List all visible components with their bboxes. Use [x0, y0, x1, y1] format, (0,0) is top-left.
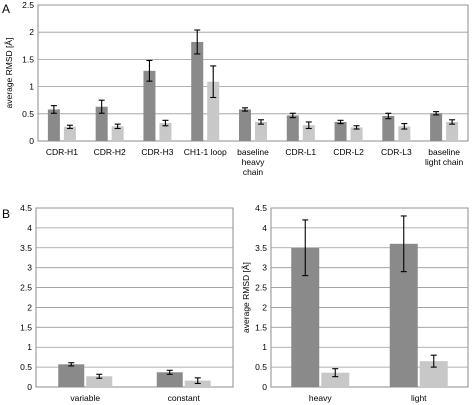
chart-b-right-ytick-label: 2.5 — [255, 283, 267, 293]
chart-a-bar — [430, 113, 443, 141]
chart-b-left-ytick-label: 2 — [27, 302, 32, 312]
chart-a-category-label: CDR-H2 — [94, 147, 126, 157]
chart-b-right-ytick-label: 2 — [262, 302, 267, 312]
chart-b-left-category-label: constant — [168, 393, 201, 403]
chart-a-ytick-label: 0.5 — [22, 109, 34, 119]
chart-b-right-ytick-label: 4 — [262, 223, 267, 233]
chart-b-right-ytick-label: 4.5 — [255, 203, 267, 213]
chart-a-category-label: CDR-L3 — [381, 147, 412, 157]
chart-a-ytick-label: 2.5 — [22, 0, 34, 10]
chart-a-bar — [255, 121, 267, 141]
chart-b-right: 0 0.5 1 1.5 2 2.5 3 3.5 4 4.5 average RMSD [Å] heav… — [241, 203, 469, 403]
chart-b-right-ytick-label: 1.5 — [255, 322, 267, 332]
chart-b-right-ytick-label: 1 — [262, 342, 267, 352]
chart-a-ytick-label: 0 — [29, 136, 34, 146]
chart-a-category-label: heavy — [242, 157, 265, 167]
chart-b-right-category-label: heavy — [309, 393, 332, 403]
chart-a-bar — [159, 123, 172, 141]
chart-a-ylabel: average RMSD [Å] — [4, 38, 14, 109]
chart-b-right-ylabel: average RMSD [Å] — [241, 262, 251, 333]
chart-a-category-label: chain — [243, 167, 264, 177]
chart-b-left-category-label: variable — [70, 393, 100, 403]
chart-a-bar — [47, 109, 60, 141]
chart-a-bar — [286, 115, 299, 141]
chart-a-category-label: CDR-L2 — [333, 147, 364, 157]
chart-a-category-label: light chain — [425, 157, 464, 167]
chart-b-left: 0 0.5 1 1.5 2 2.5 3 3.5 4 4.5 variable constant — [20, 203, 234, 403]
chart-b-right-category-label: light — [411, 393, 427, 403]
chart-a-ytick-label: 1 — [29, 82, 34, 92]
chart-b-left-ytick-label: 1.5 — [20, 322, 32, 332]
chart-b-left-ytick-label: 4.5 — [20, 203, 32, 213]
chart-a-bar — [143, 70, 156, 141]
chart-a-bar — [95, 106, 108, 141]
chart-a-bar — [63, 126, 76, 141]
chart-b-right-ytick-label: 0 — [262, 382, 267, 392]
chart-a-category-label: CH1-1 loop — [184, 147, 227, 157]
chart-b-right-bar — [321, 372, 350, 387]
chart-b-left-plot-frame — [35, 207, 234, 388]
chart-a-bar — [239, 109, 251, 141]
chart-a-category-label: CDR-H1 — [46, 147, 78, 157]
chart-a-bar — [446, 121, 459, 141]
chart-a: 0 0.5 1 1.5 2 2.5 average RMSD [Å] CDR-H1 CDR-H2… — [4, 0, 469, 177]
chart-b-left-ytick-label: 3.5 — [20, 243, 32, 253]
chart-b-left-ytick-label: 0.5 — [20, 362, 32, 372]
chart-a-bar — [350, 127, 363, 141]
chart-b-right-ytick-label: 3 — [262, 263, 267, 273]
panel-label-a: A — [2, 2, 10, 16]
chart-a-bar — [398, 126, 411, 141]
chart-a-bar — [334, 121, 347, 141]
chart-a-ytick-label: 2 — [29, 27, 34, 37]
chart-a-category-label: CDR-L1 — [285, 147, 316, 157]
chart-a-category-label: baseline — [428, 147, 460, 157]
chart-b-left-bar — [58, 364, 85, 387]
chart-a-category-label: baseline — [237, 147, 269, 157]
chart-b-left-bar — [86, 376, 113, 387]
chart-a-bar — [111, 126, 124, 141]
chart-b-left-ytick-label: 4 — [27, 223, 32, 233]
chart-a-bar — [191, 41, 204, 141]
chart-a-bar — [207, 81, 220, 141]
panel-label-b: B — [2, 207, 10, 221]
chart-a-category-label: CDR-H3 — [141, 147, 173, 157]
chart-b-left-ytick-label: 1 — [27, 342, 32, 352]
chart-b-right-ytick-label: 3.5 — [255, 243, 267, 253]
chart-b-left-ytick-label: 2.5 — [20, 283, 32, 293]
chart-a-ytick-label: 1.5 — [22, 54, 34, 64]
chart-b-left-ytick-label: 3 — [27, 263, 32, 273]
chart-a-bar — [382, 115, 395, 141]
chart-a-bar — [302, 125, 315, 141]
chart-b-left-bar — [156, 372, 183, 387]
chart-b-right-ytick-label: 0.5 — [255, 362, 267, 372]
chart-b-left-ytick-label: 0 — [27, 382, 32, 392]
